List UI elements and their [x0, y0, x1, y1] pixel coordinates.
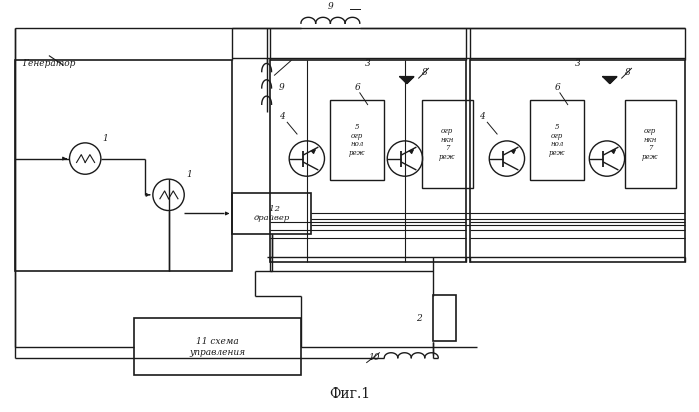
Polygon shape	[400, 77, 414, 84]
Text: 8: 8	[625, 68, 630, 77]
Text: 5
огр
нол
реж: 5 огр нол реж	[349, 123, 365, 157]
Text: 3: 3	[575, 59, 580, 68]
Text: 4: 4	[280, 112, 285, 121]
Polygon shape	[603, 77, 617, 84]
Text: 1: 1	[103, 134, 108, 143]
Bar	[270, 61, 466, 262]
Text: огр
нкн
7
реж: огр нкн 7 реж	[642, 127, 658, 161]
Text: 4: 4	[480, 112, 485, 121]
Bar	[625, 100, 676, 188]
Text: Генератор: Генератор	[22, 59, 75, 68]
Bar	[421, 100, 473, 188]
Text: 9: 9	[328, 2, 333, 12]
Bar	[331, 100, 384, 180]
Text: 6: 6	[555, 83, 561, 92]
Bar	[433, 295, 456, 342]
Bar	[470, 61, 686, 262]
Bar	[232, 193, 311, 234]
Text: 6: 6	[355, 83, 361, 92]
Bar	[531, 100, 584, 180]
Text: 1: 1	[186, 170, 192, 179]
Text: огр
нкн
7
реж: огр нкн 7 реж	[439, 127, 455, 161]
Text: 2: 2	[416, 314, 421, 323]
Text: 3: 3	[365, 59, 370, 68]
Text: Фиг.1: Фиг.1	[329, 387, 370, 401]
Bar	[134, 318, 301, 375]
Text: 10: 10	[368, 353, 380, 362]
Bar	[15, 61, 232, 272]
Text: 9: 9	[278, 84, 284, 92]
Text: 11 схема
управления: 11 схема управления	[189, 337, 245, 357]
Text: 5
огр
нол
реж: 5 огр нол реж	[549, 123, 565, 157]
Text: 8: 8	[421, 68, 427, 77]
Text: 12
драйвер: 12 драйвер	[254, 205, 289, 222]
